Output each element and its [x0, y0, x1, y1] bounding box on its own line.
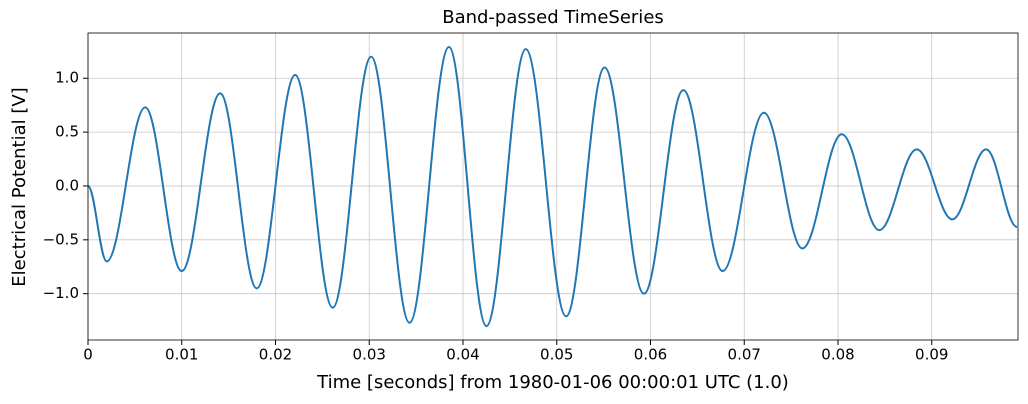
- x-tick-label: 0.09: [915, 346, 948, 364]
- chart-title: Band-passed TimeSeries: [442, 7, 664, 28]
- x-tick-label: 0.02: [259, 346, 292, 364]
- x-tick-label: 0.06: [634, 346, 667, 364]
- y-tick-label: −0.5: [43, 230, 79, 248]
- y-tick-label: 1.0: [55, 69, 79, 87]
- x-tick-label: 0: [83, 346, 93, 364]
- line-series: [87, 46, 1018, 327]
- x-tick-label: 0.03: [353, 346, 386, 364]
- x-axis-label: Time [seconds] from 1980-01-06 00:00:01 …: [316, 372, 789, 393]
- y-tick-label: 0.0: [55, 176, 79, 194]
- x-tick-label: 0.07: [728, 346, 761, 364]
- y-tick-label: 0.5: [55, 123, 79, 141]
- y-axis-label: Electrical Potential [V]: [9, 87, 30, 286]
- plot-frame: [87, 32, 1019, 341]
- x-tick-label: 0.04: [446, 346, 479, 364]
- x-tick-label: 0.08: [821, 346, 854, 364]
- x-tick-label: 0.05: [540, 346, 573, 364]
- y-tick-label: −1.0: [43, 284, 79, 302]
- x-tick-label: 0.01: [165, 346, 198, 364]
